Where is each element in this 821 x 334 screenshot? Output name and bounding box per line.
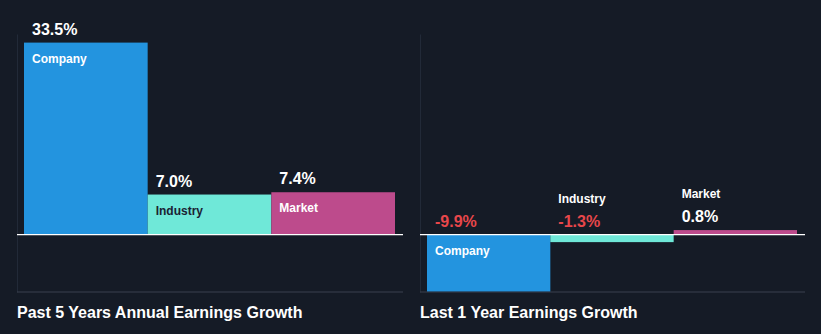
category-label: Company <box>32 52 87 66</box>
value-label: -9.9% <box>435 213 477 230</box>
frame-bottom <box>420 292 805 293</box>
bars <box>427 230 797 291</box>
axis-line <box>420 35 421 293</box>
title: Past 5 Years Annual Earnings Growth <box>17 304 302 321</box>
value-label: 33.5% <box>32 21 77 38</box>
labels: -9.9% Company -1.3% Industry 0.8% Market <box>435 187 720 258</box>
labels: 33.5% Company 7.0% Industry 7.4% Market <box>32 21 318 218</box>
title: Last 1 Year Earnings Growth <box>420 304 638 321</box>
y-axis <box>420 35 422 293</box>
bar <box>148 195 272 235</box>
value-label: -1.3% <box>558 213 600 230</box>
value-label: 7.0% <box>156 173 192 190</box>
panel: -9.9% Company -1.3% Industry 0.8% Market Last … <box>420 35 805 322</box>
baseline <box>420 234 805 235</box>
bar <box>674 230 797 235</box>
background <box>0 0 821 334</box>
frame-bottom <box>17 292 403 293</box>
value-label: 0.8% <box>682 208 718 225</box>
bars <box>24 43 395 235</box>
category-label: Company <box>435 244 490 258</box>
axis-line <box>17 35 18 293</box>
bar <box>271 192 395 234</box>
bar <box>550 235 673 242</box>
category-label: Industry <box>156 204 204 218</box>
category-label: Market <box>682 187 721 201</box>
category-label: Industry <box>558 192 606 206</box>
value-label: 7.4% <box>279 170 315 187</box>
chart: 33.5% Company 7.0% Industry 7.4% Market Past 5… <box>0 0 821 334</box>
panel: 33.5% Company 7.0% Industry 7.4% Market Past 5… <box>17 21 403 321</box>
bar <box>24 43 148 235</box>
category-label: Market <box>279 201 318 215</box>
bar <box>427 235 550 292</box>
y-axis <box>17 35 19 293</box>
baseline <box>17 234 403 235</box>
